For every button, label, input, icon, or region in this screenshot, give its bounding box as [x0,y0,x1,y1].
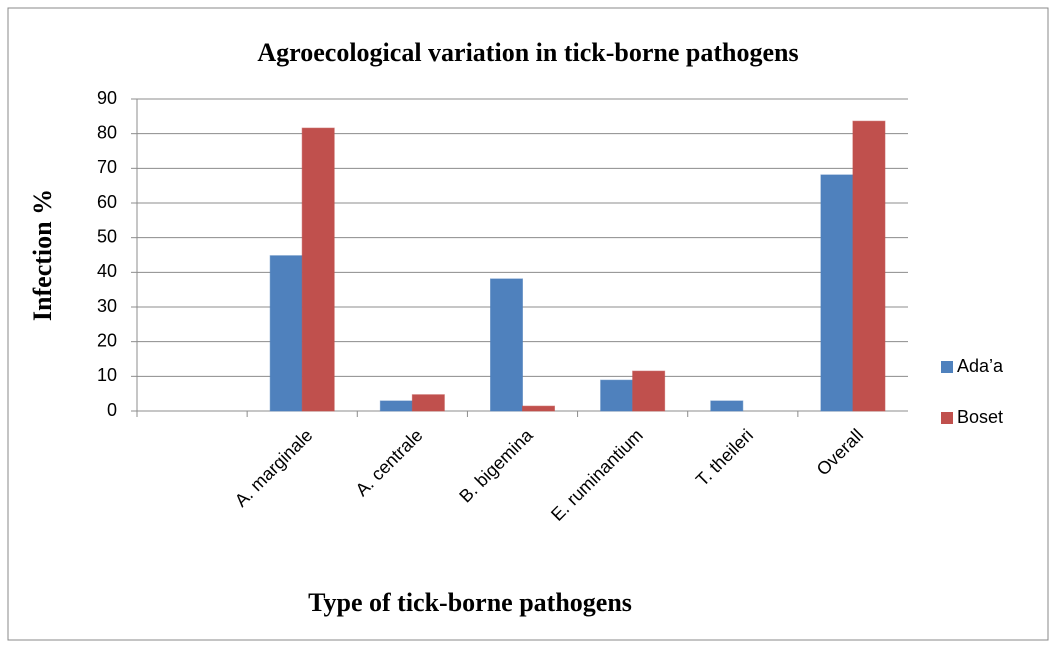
bar [269,255,303,412]
x-axis-title: Type of tick-borne pathogens [308,588,632,617]
y-tick-label: 40 [97,261,117,281]
y-tick-label: 50 [97,226,117,246]
bar [820,174,854,412]
bar [710,400,744,412]
y-tick-label: 30 [97,296,117,316]
bar [490,278,523,412]
y-tick-label: 70 [97,157,117,177]
legend-label: Boset [957,407,1003,427]
legend-label: Ada’a [957,356,1004,376]
y-tick-label: 60 [97,192,117,212]
bar [301,127,335,412]
y-tick-label: 80 [97,122,117,142]
bar [852,120,886,412]
y-tick-label: 20 [97,330,117,350]
bar [522,405,555,412]
bar [411,394,445,412]
chart-title: Agroecological variation in tick-borne p… [257,38,798,67]
y-tick-label: 90 [97,88,117,108]
bar [600,379,634,412]
y-tick-label: 10 [97,365,117,385]
legend-swatch [941,412,953,424]
legend-swatch [941,361,953,373]
bar [632,370,666,412]
y-tick-label: 0 [107,400,117,420]
chart-border [7,7,1049,641]
bar [379,400,413,412]
y-axis-title: Infection % [28,189,57,321]
